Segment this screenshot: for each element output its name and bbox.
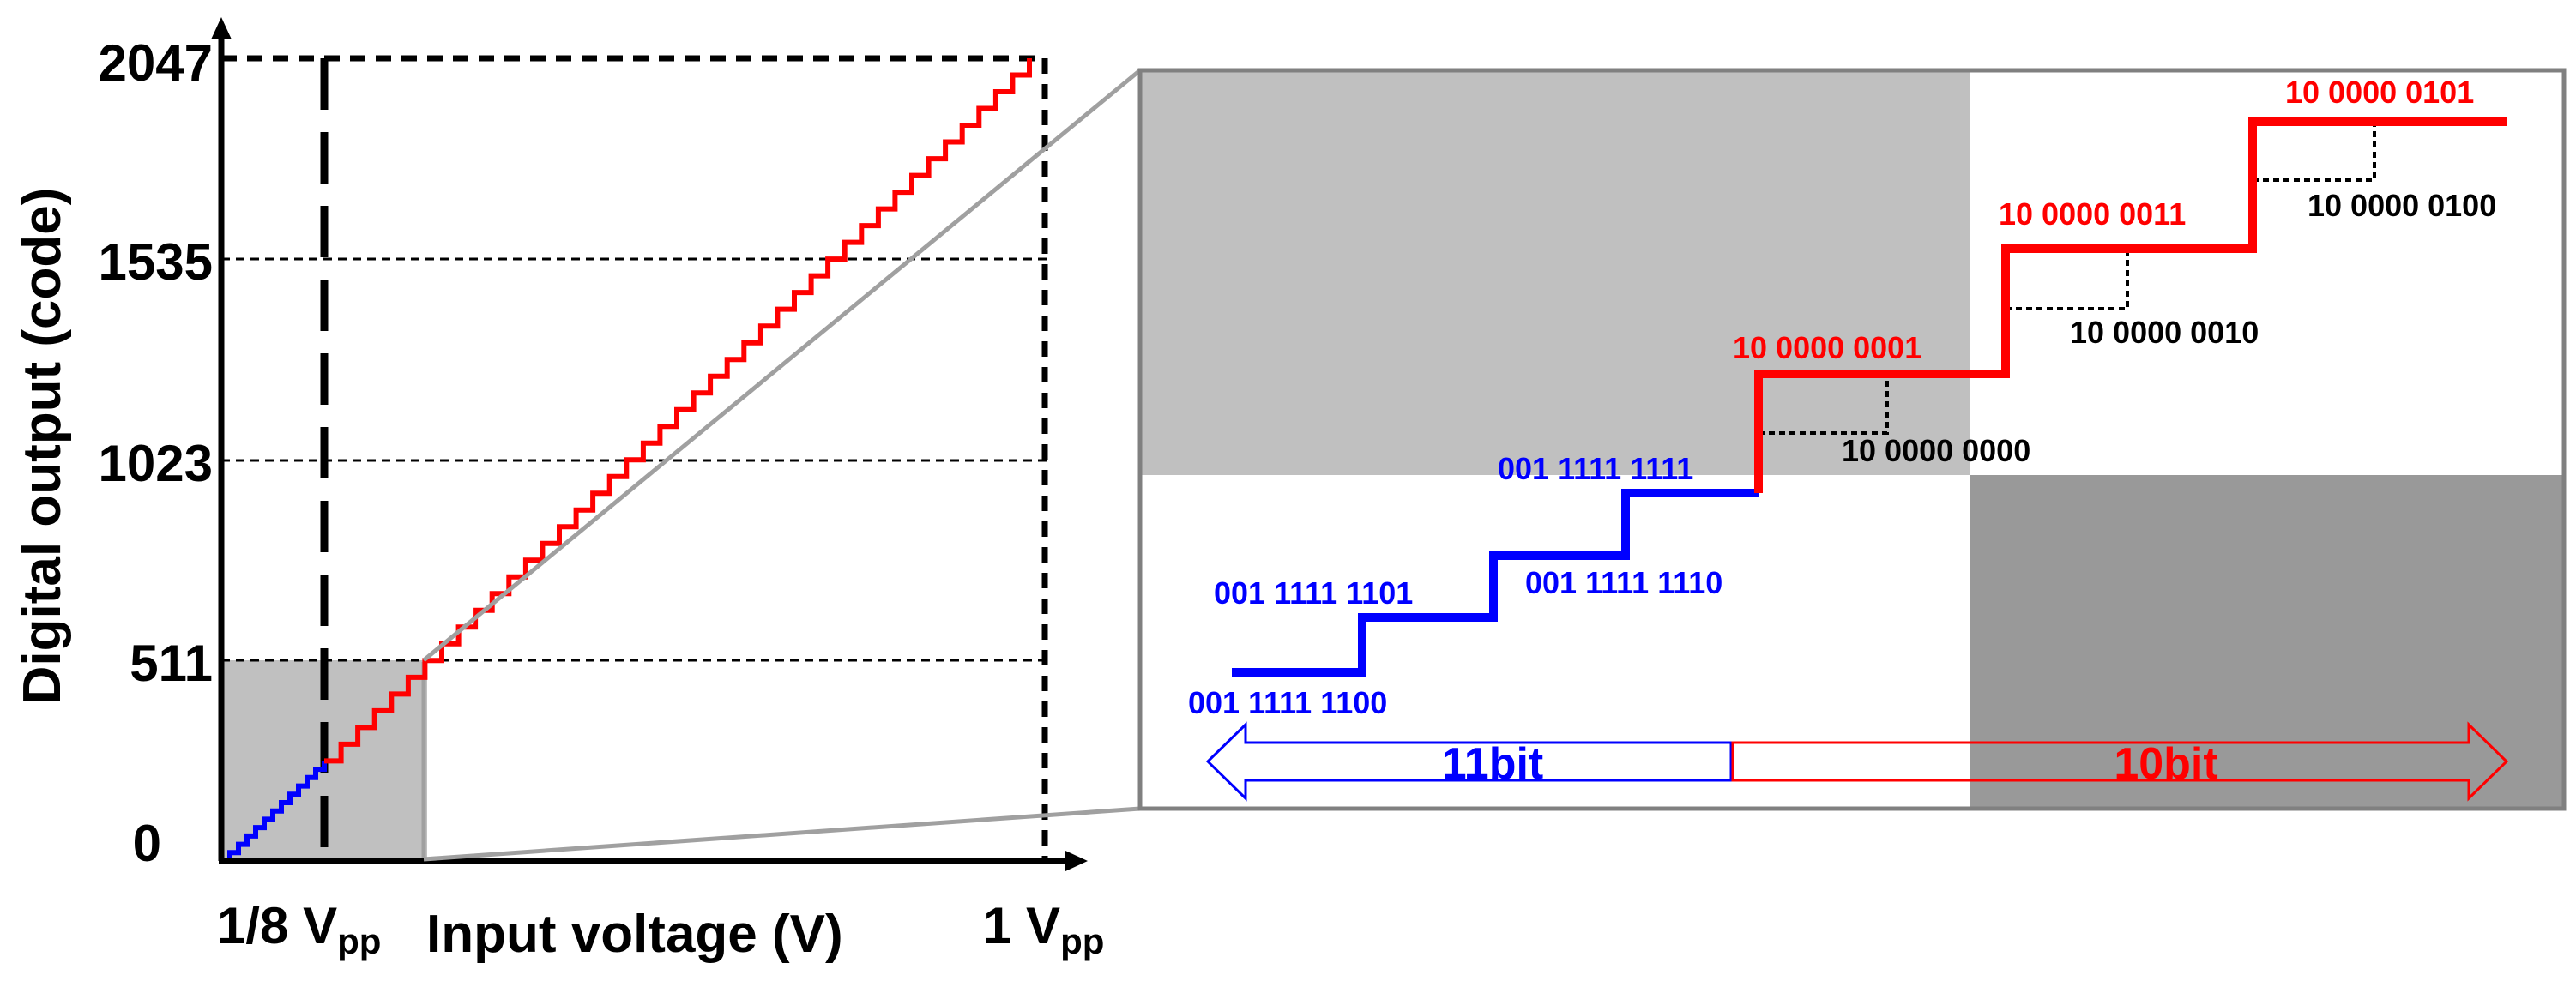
marker-10-0000-0000	[1759, 374, 1889, 435]
left-transfer-plot: 2047 1535 1023 511 0 Digital output (cod…	[13, 17, 1104, 964]
shade-bottom-right	[1970, 475, 2564, 809]
arrow-11bit-label: 11bit	[1442, 739, 1544, 789]
x-axis-arrowhead	[1065, 851, 1088, 871]
y-tick-1535: 1535	[99, 233, 213, 291]
y-axis-arrowhead	[211, 17, 232, 39]
red-staircase	[1754, 117, 2507, 493]
blue-code-label-3: 001 1111 1110	[1525, 565, 1722, 600]
black-code-label-3: 10 0000 0100	[2308, 188, 2496, 223]
blue-staircase	[1232, 489, 1759, 677]
blue-code-label-4: 001 1111 1111	[1498, 451, 1693, 486]
y-tick-0: 0	[133, 815, 161, 872]
blue-code-label-2: 001 1111 1101	[1214, 575, 1413, 611]
x-tick-eighth-vpp: 1/8 Vpp	[217, 897, 381, 961]
zoom-panel: 001 1111 1100 001 1111 1101 001 1111 111…	[1137, 68, 2567, 811]
zoom-panel-border	[1137, 68, 2567, 811]
shade-top-left	[1140, 70, 1970, 475]
y-axis-label: Digital output (code)	[13, 188, 72, 705]
zoom-connector-top	[422, 69, 1142, 662]
blue-code-label-1: 001 1111 1100	[1188, 685, 1387, 720]
lsb-transfer-staircase	[221, 761, 327, 864]
arrow-11bit	[1205, 721, 1733, 802]
code-transition-markers	[1759, 122, 2376, 435]
black-code-label-1: 10 0000 0000	[1842, 433, 2030, 468]
x-axis-label: Input voltage (V)	[426, 905, 843, 964]
x-tick-full-vpp: 1 Vpp	[983, 897, 1104, 961]
zoom-connector-bottom	[423, 806, 1141, 862]
red-code-label-1: 10 0000 0001	[1733, 330, 1921, 365]
red-code-label-2: 10 0000 0011	[1999, 196, 2186, 232]
black-code-label-2: 10 0000 0010	[2070, 315, 2259, 350]
y-tick-1023: 1023	[99, 435, 213, 492]
red-code-label-3: 10 0000 0101	[2285, 75, 2474, 110]
y-tick-511: 511	[130, 635, 213, 692]
arrow-10bit	[1731, 721, 2509, 802]
arrow-10bit-label: 10bit	[2114, 739, 2217, 789]
y-tick-2047: 2047	[99, 34, 213, 92]
